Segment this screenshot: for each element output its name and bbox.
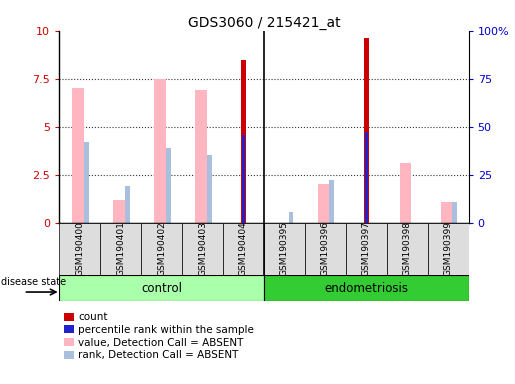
FancyBboxPatch shape <box>305 223 346 275</box>
Bar <box>154 79 166 223</box>
Bar <box>72 88 84 223</box>
Text: GSM190403: GSM190403 <box>198 221 207 276</box>
Text: endometriosis: endometriosis <box>324 281 408 295</box>
Bar <box>166 148 170 223</box>
FancyBboxPatch shape <box>346 223 387 275</box>
FancyBboxPatch shape <box>264 223 305 275</box>
Bar <box>207 155 212 223</box>
Bar <box>364 38 369 223</box>
Bar <box>125 186 130 223</box>
Bar <box>441 202 452 223</box>
FancyBboxPatch shape <box>59 275 264 301</box>
Bar <box>452 202 457 223</box>
FancyBboxPatch shape <box>59 223 100 275</box>
FancyBboxPatch shape <box>100 223 141 275</box>
Bar <box>195 90 207 223</box>
FancyBboxPatch shape <box>223 223 264 275</box>
Legend: count, percentile rank within the sample, value, Detection Call = ABSENT, rank, : count, percentile rank within the sample… <box>64 313 254 360</box>
FancyBboxPatch shape <box>141 223 182 275</box>
Bar <box>113 200 125 223</box>
Bar <box>330 180 334 223</box>
Text: GSM190399: GSM190399 <box>444 221 453 276</box>
Text: GSM190398: GSM190398 <box>403 221 411 276</box>
Bar <box>84 142 89 223</box>
Text: GSM190400: GSM190400 <box>75 221 84 276</box>
FancyBboxPatch shape <box>387 223 427 275</box>
Text: GSM190396: GSM190396 <box>321 221 330 276</box>
Bar <box>241 60 246 223</box>
FancyBboxPatch shape <box>264 275 469 301</box>
Bar <box>400 163 411 223</box>
Text: GSM190395: GSM190395 <box>280 221 289 276</box>
FancyBboxPatch shape <box>182 223 223 275</box>
Bar <box>365 132 368 223</box>
Text: GSM190401: GSM190401 <box>116 221 125 276</box>
Text: disease state: disease state <box>1 277 66 287</box>
Bar <box>288 212 294 223</box>
Bar <box>242 136 245 223</box>
Text: control: control <box>141 281 182 295</box>
Bar <box>318 184 330 223</box>
FancyBboxPatch shape <box>427 223 469 275</box>
Text: GSM190402: GSM190402 <box>157 221 166 276</box>
Title: GDS3060 / 215421_at: GDS3060 / 215421_at <box>187 16 340 30</box>
Text: GSM190397: GSM190397 <box>362 221 371 276</box>
Text: GSM190404: GSM190404 <box>239 221 248 276</box>
